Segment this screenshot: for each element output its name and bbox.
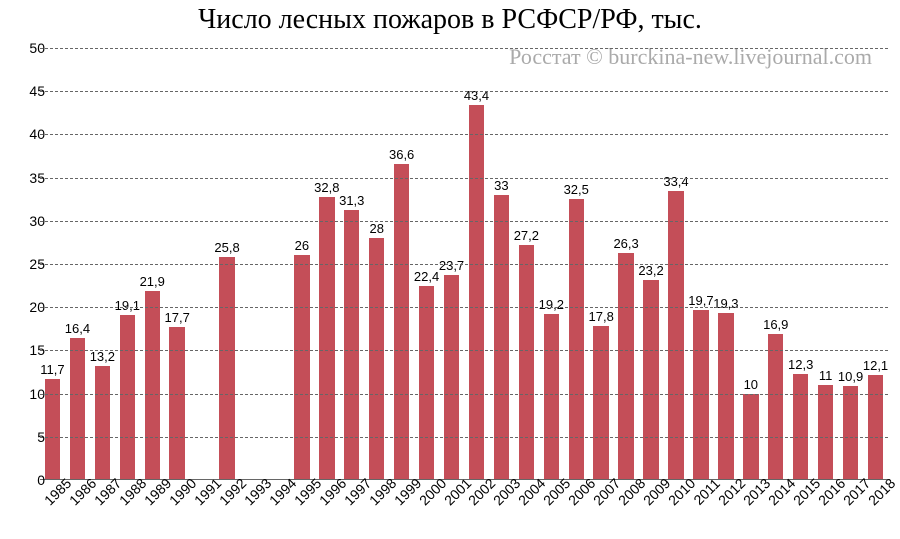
bar-value-label: 11,7 bbox=[32, 362, 72, 377]
gridline bbox=[40, 437, 888, 438]
bar-value-label: 16,4 bbox=[57, 321, 97, 336]
bar bbox=[344, 210, 359, 480]
bar bbox=[219, 257, 234, 480]
bar bbox=[519, 245, 534, 480]
y-tick-label: 15 bbox=[17, 342, 45, 358]
bar-value-label: 19,1 bbox=[107, 298, 147, 313]
bar-value-label: 32,5 bbox=[556, 182, 596, 197]
bar-value-label: 26,3 bbox=[606, 236, 646, 251]
bar-value-label: 12,1 bbox=[856, 358, 896, 373]
bar-value-label: 27,2 bbox=[506, 228, 546, 243]
bar bbox=[120, 315, 135, 480]
y-tick-label: 35 bbox=[17, 170, 45, 186]
bar bbox=[369, 238, 384, 480]
bar-value-label: 17,7 bbox=[157, 310, 197, 325]
y-tick-label: 5 bbox=[17, 429, 45, 445]
bar bbox=[294, 255, 309, 480]
bar bbox=[693, 310, 708, 480]
gridline bbox=[40, 350, 888, 351]
bar-value-label: 28 bbox=[357, 221, 397, 236]
y-tick-label: 10 bbox=[17, 386, 45, 402]
bar-value-label: 19,2 bbox=[531, 297, 571, 312]
bar bbox=[569, 199, 584, 480]
bar-value-label: 26 bbox=[282, 238, 322, 253]
x-axis-labels: 1985198619871988198919901991199219931994… bbox=[40, 482, 888, 537]
bar-value-label: 16,9 bbox=[756, 317, 796, 332]
gridline bbox=[40, 221, 888, 222]
gridline bbox=[40, 178, 888, 179]
y-tick-label: 25 bbox=[17, 256, 45, 272]
bar-value-label: 23,7 bbox=[432, 258, 472, 273]
bar bbox=[444, 275, 459, 480]
bar-value-label: 17,8 bbox=[581, 309, 621, 324]
bar bbox=[593, 326, 608, 480]
bar bbox=[469, 105, 484, 480]
gridline bbox=[40, 307, 888, 308]
gridline bbox=[40, 91, 888, 92]
gridline bbox=[40, 264, 888, 265]
bar bbox=[394, 164, 409, 480]
gridline bbox=[40, 134, 888, 135]
bar bbox=[868, 375, 883, 480]
bar-value-label: 19,3 bbox=[706, 296, 746, 311]
y-tick-label: 20 bbox=[17, 299, 45, 315]
gridline bbox=[40, 394, 888, 395]
bar bbox=[843, 386, 858, 480]
bar bbox=[643, 280, 658, 480]
y-tick-label: 30 bbox=[17, 213, 45, 229]
bar bbox=[818, 385, 833, 480]
y-tick-label: 50 bbox=[17, 40, 45, 56]
y-tick-label: 45 bbox=[17, 83, 45, 99]
chart-plot-area: 11,716,413,219,121,917,725,82632,831,328… bbox=[40, 48, 888, 480]
bar-value-label: 25,8 bbox=[207, 240, 247, 255]
bar-value-label: 36,6 bbox=[382, 147, 422, 162]
gridline bbox=[40, 48, 888, 49]
bar bbox=[95, 366, 110, 480]
bar-value-label: 21,9 bbox=[132, 274, 172, 289]
bar bbox=[618, 253, 633, 480]
bar bbox=[544, 314, 559, 480]
bar-value-label: 10 bbox=[731, 377, 771, 392]
bar bbox=[793, 374, 808, 480]
y-tick-label: 40 bbox=[17, 126, 45, 142]
bar bbox=[419, 286, 434, 480]
x-tick-label: 2011 bbox=[690, 475, 723, 508]
bar bbox=[718, 313, 733, 480]
bar-value-label: 33 bbox=[481, 178, 521, 193]
chart-title: Число лесных пожаров в РСФСР/РФ, тыс. bbox=[0, 4, 900, 36]
bar-value-label: 31,3 bbox=[332, 193, 372, 208]
